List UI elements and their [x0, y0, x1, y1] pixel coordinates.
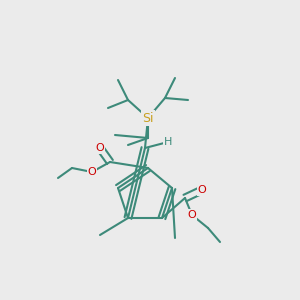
Text: O: O [88, 167, 96, 177]
Text: Si: Si [142, 112, 154, 124]
Text: O: O [188, 210, 196, 220]
Text: O: O [96, 143, 104, 153]
Text: O: O [198, 185, 206, 195]
Text: H: H [164, 137, 172, 147]
